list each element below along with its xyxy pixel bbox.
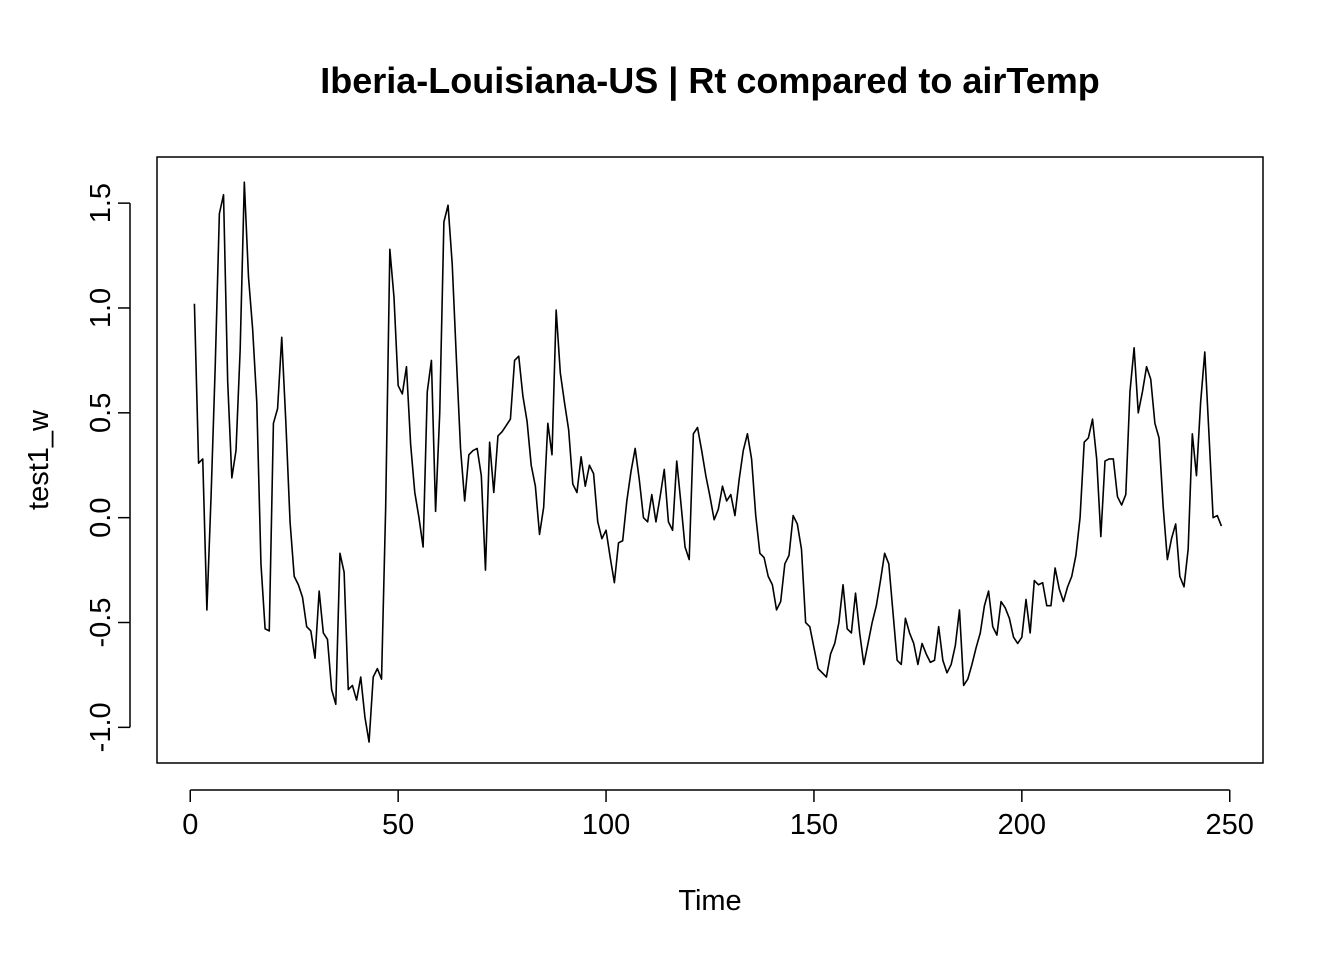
x-tick-label: 50	[382, 809, 414, 841]
y-tick-label: 1.5	[85, 183, 117, 223]
series-layer	[193, 181, 1223, 743]
y-axis: -1.0 -0.5 0.0 0.5 1.0 1.5	[85, 183, 131, 752]
y-tick-label: 0.0	[85, 498, 117, 538]
x-axis-label: Time	[678, 885, 741, 917]
x-axis: 0 50 100 150 200 250	[182, 789, 1254, 841]
y-tick-label: 1.0	[85, 288, 117, 328]
y-tick-label: 0.5	[85, 393, 117, 433]
y-tick-label: -1.0	[85, 702, 117, 752]
x-tick-label: 250	[1206, 809, 1254, 841]
chart-title: Iberia-Louisiana-US | Rt compared to air…	[320, 60, 1100, 102]
y-tick-label: -0.5	[85, 598, 117, 648]
series-line-test1_w	[193, 181, 1223, 743]
plot-frame	[156, 156, 1264, 764]
x-tick-label: 100	[582, 809, 630, 841]
x-tick-label: 200	[998, 809, 1046, 841]
x-tick-label: 150	[790, 809, 838, 841]
x-tick-label: 0	[182, 809, 198, 841]
y-axis-label: test1_w	[23, 409, 55, 510]
